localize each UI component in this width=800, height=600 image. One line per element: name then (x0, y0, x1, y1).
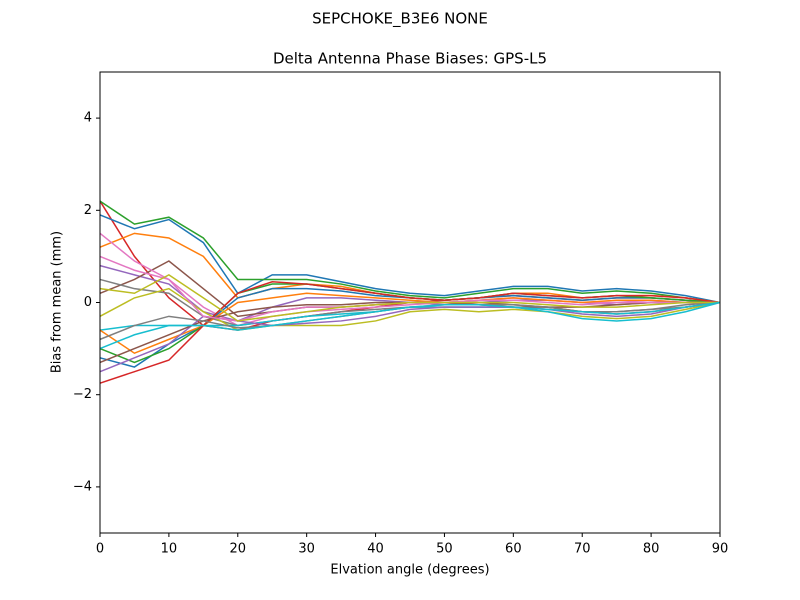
data-line (99, 214, 721, 304)
y-tick-label: −4 (73, 479, 92, 494)
y-axis-label: Bias from mean (mm) (50, 231, 65, 373)
x-tick-label: 70 (574, 542, 591, 557)
x-tick-label: 30 (298, 542, 315, 557)
data-line (99, 200, 721, 304)
suptitle: SEPCHOKE_B3E6 NONE (312, 10, 488, 29)
x-tick-label: 60 (505, 542, 522, 557)
y-tick-label: 0 (84, 295, 92, 310)
y-tick-label: −2 (73, 387, 92, 402)
y-tick-label: 4 (84, 111, 92, 126)
data-line (99, 287, 721, 331)
x-tick-label: 50 (436, 542, 453, 557)
x-tick-label: 90 (712, 542, 729, 557)
x-tick-label: 10 (161, 542, 178, 557)
x-axis-label: Elvation angle (degrees) (330, 563, 489, 578)
y-tick-label: 2 (84, 203, 92, 218)
x-tick-label: 40 (367, 542, 384, 557)
data-line (99, 301, 721, 350)
x-tick-label: 80 (643, 542, 660, 557)
x-tick-label: 20 (230, 542, 247, 557)
x-tick-label: 0 (96, 542, 104, 557)
chart-title: Delta Antenna Phase Biases: GPS-L5 (273, 50, 547, 68)
data-line (99, 273, 720, 322)
